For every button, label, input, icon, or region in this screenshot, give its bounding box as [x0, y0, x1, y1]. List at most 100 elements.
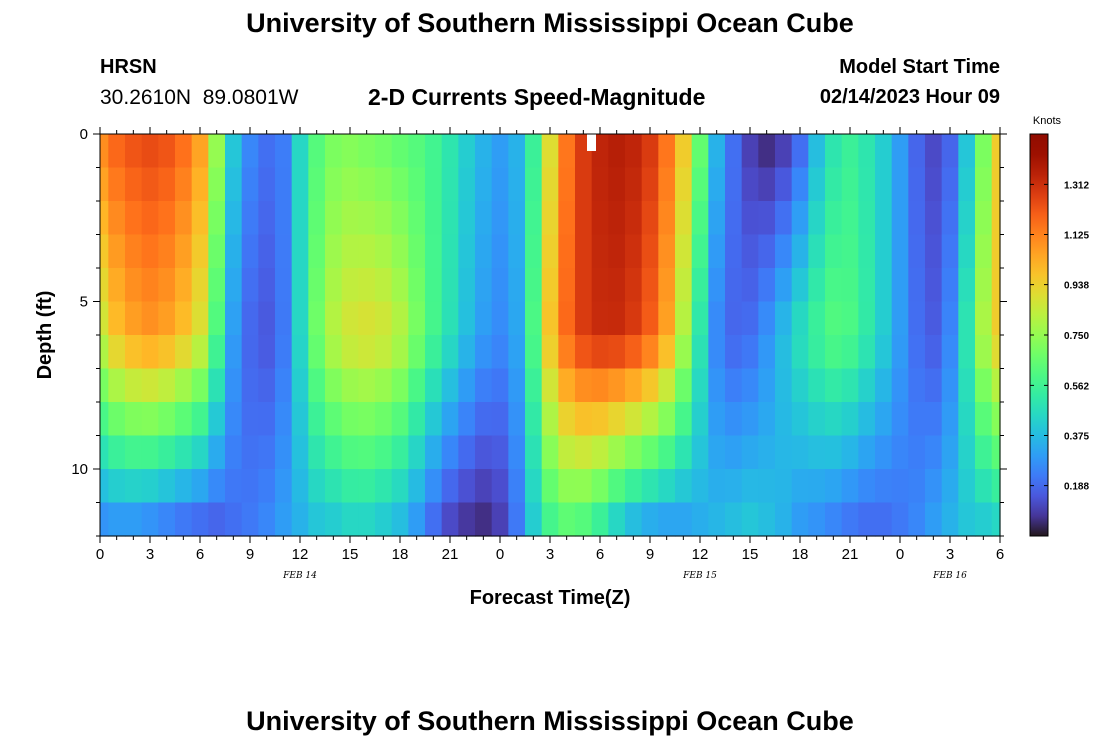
heatmap-cell [358, 167, 376, 202]
heatmap-cell [475, 435, 493, 470]
heatmap-cell [575, 435, 593, 470]
heatmap-cell [825, 435, 843, 470]
heatmap-cell [425, 301, 443, 336]
heatmap-cell [841, 368, 859, 403]
y-tick-label: 5 [80, 294, 88, 311]
heatmap-cell [191, 402, 209, 437]
x-tick-label: 15 [342, 546, 359, 563]
heatmap-cell [858, 134, 876, 169]
heatmap-cell [675, 402, 693, 437]
heatmap-cell [791, 167, 809, 202]
heatmap-cell [375, 234, 393, 269]
heatmap-cell [441, 502, 459, 537]
heatmap-cell [125, 234, 143, 269]
heatmap-cell [458, 201, 476, 236]
heatmap-cell [825, 134, 843, 169]
heatmap-cell [741, 402, 759, 437]
heatmap-cell [775, 502, 793, 537]
heatmap-cell [525, 402, 543, 437]
heatmap-cell [708, 167, 726, 202]
heatmap-cell [291, 435, 309, 470]
heatmap-cell [591, 469, 609, 504]
heatmap-cell [275, 368, 293, 403]
heatmap-cell [241, 234, 259, 269]
heatmap-cell [991, 435, 1001, 470]
heatmap-cell [991, 335, 1001, 370]
heatmap-cell [208, 335, 226, 370]
heatmap-cell [791, 402, 809, 437]
heatmap-cell [991, 368, 1001, 403]
heatmap-cell [141, 402, 159, 437]
heatmap-cell [141, 502, 159, 537]
heatmap-cell [625, 502, 643, 537]
heatmap-cell [858, 469, 876, 504]
heatmap-cell [925, 368, 943, 403]
heatmap-cell [158, 201, 176, 236]
heatmap-cell [891, 502, 909, 537]
heatmap-cell [725, 435, 743, 470]
heatmap-cell [608, 201, 626, 236]
heatmap-cell [875, 167, 893, 202]
heatmap-cell [975, 368, 993, 403]
heatmap-cell [525, 469, 543, 504]
heatmap-cell [375, 435, 393, 470]
heatmap-cell [625, 167, 643, 202]
heatmap-cell [841, 402, 859, 437]
heatmap-cell [641, 201, 659, 236]
heatmap-cell [275, 335, 293, 370]
heatmap-cell [125, 335, 143, 370]
heatmap-cell [791, 201, 809, 236]
heatmap-cell [441, 469, 459, 504]
heatmap-cell [941, 134, 959, 169]
heatmap-cell [358, 435, 376, 470]
heatmap-cell [475, 402, 493, 437]
colorbar-tick-label: 0.562 [1064, 381, 1089, 392]
heatmap-cell [408, 469, 426, 504]
heatmap-cell [341, 201, 359, 236]
heatmap-cell [808, 167, 826, 202]
heatmap-cell [875, 435, 893, 470]
heatmap-cell [291, 301, 309, 336]
heatmap-cell [208, 301, 226, 336]
heatmap-cell [391, 134, 409, 169]
heatmap-cell [958, 301, 976, 336]
heatmap-cell [100, 502, 109, 537]
heatmap-cell [558, 134, 576, 169]
heatmap-cell [891, 435, 909, 470]
heatmap-cell [725, 502, 743, 537]
heatmap-cell [325, 469, 343, 504]
heatmap-cell [825, 268, 843, 303]
heatmap-cell [475, 301, 493, 336]
heatmap-cell [100, 335, 109, 370]
heatmap-cell [541, 134, 559, 169]
heatmap-cell [775, 167, 793, 202]
heatmap-cell [491, 301, 509, 336]
heatmap-cell [991, 502, 1001, 537]
x-tick-label: 21 [442, 546, 459, 563]
heatmap-cell [975, 402, 993, 437]
heatmap-cell [291, 167, 309, 202]
heatmap-cell [275, 134, 293, 169]
heatmap-cell [375, 301, 393, 336]
heatmap-cell [358, 402, 376, 437]
heatmap-cell [375, 167, 393, 202]
heatmap-cell [591, 402, 609, 437]
heatmap-cell [458, 301, 476, 336]
heatmap-cell [825, 201, 843, 236]
heatmap-cell [941, 335, 959, 370]
colorbar-tick-label: 1.125 [1064, 231, 1089, 242]
heatmap-cell [725, 167, 743, 202]
heatmap-cell [575, 335, 593, 370]
heatmap-cell [225, 402, 243, 437]
date-label: FEB 14 [282, 571, 317, 581]
heatmap-cell [441, 301, 459, 336]
heatmap-cell [291, 234, 309, 269]
heatmap-cell [641, 167, 659, 202]
heatmap-cell [325, 402, 343, 437]
heatmap-cell [858, 335, 876, 370]
heatmap-cell [208, 435, 226, 470]
heatmap-cell [958, 435, 976, 470]
heatmap-cell [458, 502, 476, 537]
heatmap-cell [841, 268, 859, 303]
heatmap-cell [591, 268, 609, 303]
